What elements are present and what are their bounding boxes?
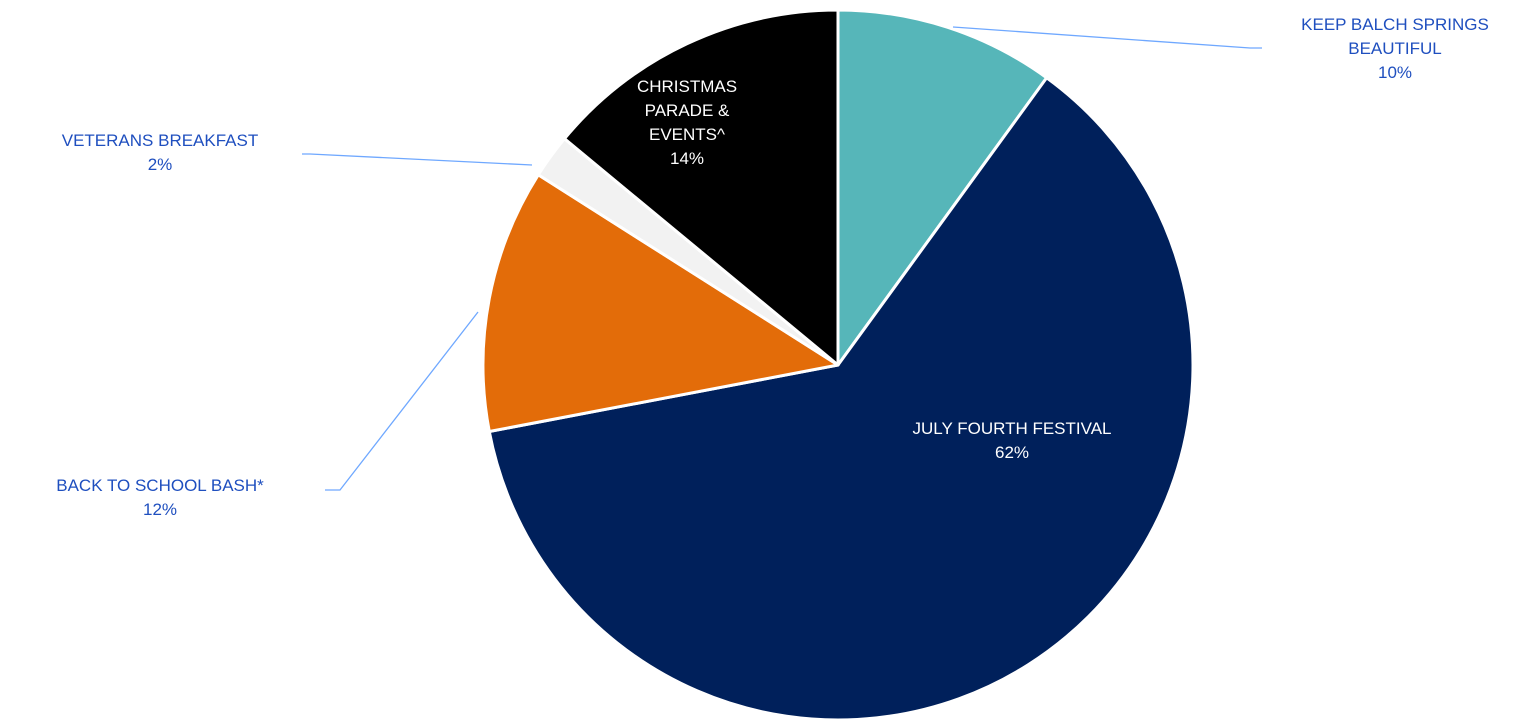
slice-label-line-1-0: JULY FOURTH FESTIVAL	[912, 419, 1111, 438]
slice-label-2: BACK TO SCHOOL BASH* 12%	[56, 476, 264, 519]
leader-lines	[302, 26, 1262, 491]
slice-label-0: KEEP BALCH SPRINGS BEAUTIFUL 10%	[1301, 15, 1489, 82]
slice-label-line-0-0: KEEP BALCH SPRINGS	[1301, 15, 1489, 34]
leader-line-2	[325, 311, 479, 491]
slice-pct-1: 62%	[995, 443, 1029, 462]
pie-slice-1	[487, 76, 1195, 719]
slice-label-1: JULY FOURTH FESTIVAL 62%	[912, 419, 1111, 462]
slice-pct-4: 14%	[670, 149, 704, 168]
pie-slice-0	[836, 8, 1049, 367]
slice-pct-0: 10%	[1378, 63, 1412, 82]
leader-line-3	[302, 153, 533, 166]
pie-slice-4	[562, 8, 840, 367]
slice-label-line-0-1: BEAUTIFUL	[1348, 39, 1442, 58]
slice-label-line-3-0: VETERANS BREAKFAST	[62, 131, 259, 150]
slice-label-4: CHRISTMAS PARADE & EVENTS^ 14%	[637, 77, 737, 168]
slice-label-line-2-0: BACK TO SCHOOL BASH*	[56, 476, 264, 495]
slice-label-line-4-1: PARADE &	[645, 101, 730, 120]
slice-label-line-4-0: CHRISTMAS	[637, 77, 737, 96]
slice-pct-2: 12%	[143, 500, 177, 519]
leader-line-0	[952, 26, 1262, 49]
slice-pct-3: 2%	[148, 155, 173, 174]
pie-slice-2	[481, 173, 840, 434]
pie-slices	[481, 8, 1195, 719]
slice-label-3: VETERANS BREAKFAST 2%	[62, 131, 259, 174]
slice-labels: KEEP BALCH SPRINGS BEAUTIFUL 10% JULY FOURT…	[56, 15, 1489, 519]
slice-label-line-4-2: EVENTS^	[649, 125, 725, 144]
